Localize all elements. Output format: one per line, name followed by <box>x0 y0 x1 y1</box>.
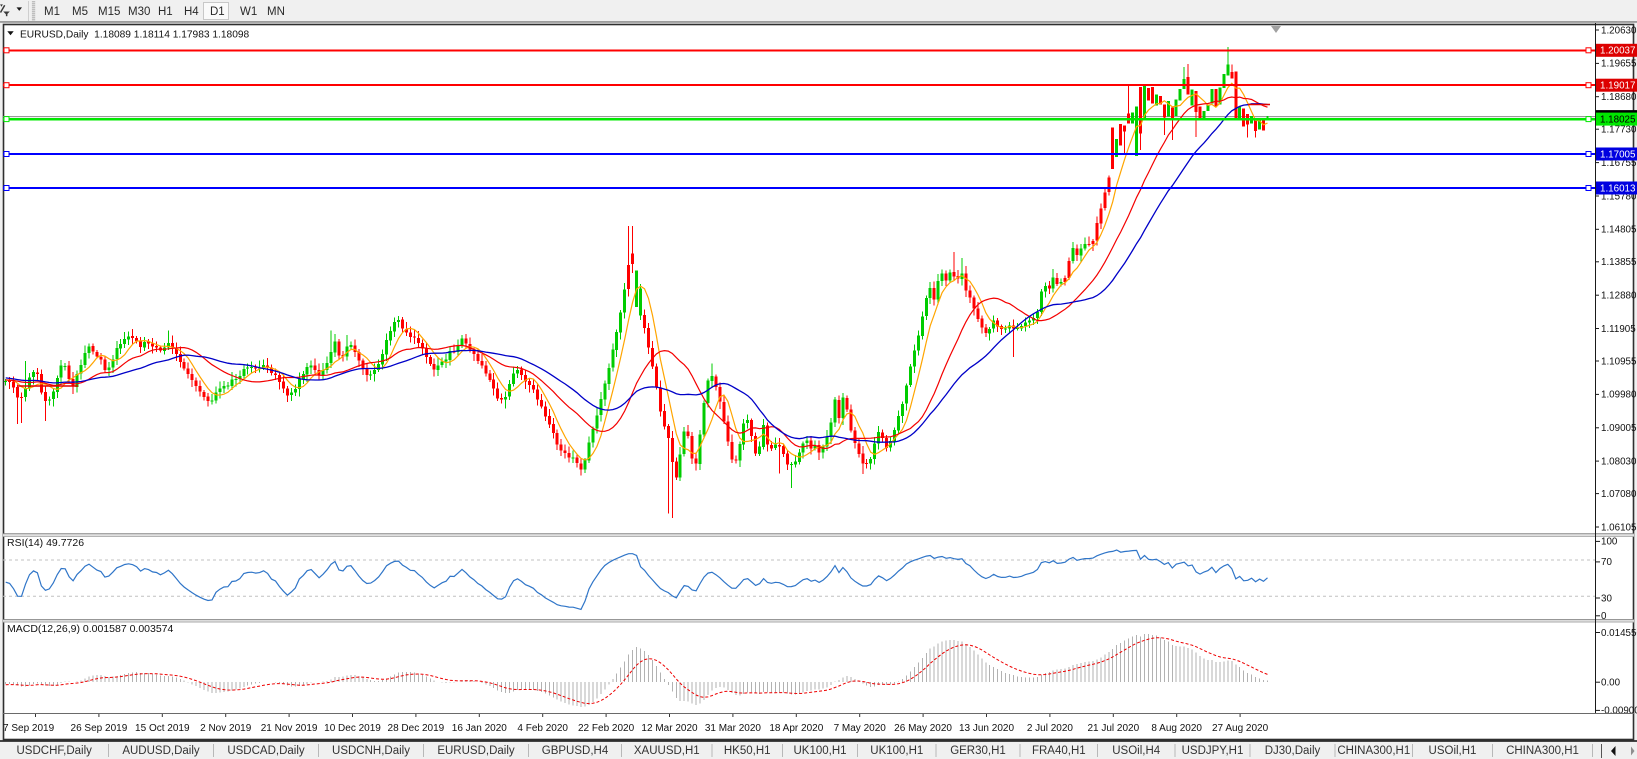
svg-text:UK100,H1: UK100,H1 <box>870 745 923 757</box>
svg-text:31 Mar 2020: 31 Mar 2020 <box>705 723 762 734</box>
svg-text:1.17005: 1.17005 <box>1600 149 1636 160</box>
svg-text:MACD(12,26,9) 0.001587 0.00357: MACD(12,26,9) 0.001587 0.003574 <box>7 623 174 635</box>
svg-text:30: 30 <box>1601 593 1612 604</box>
svg-text:1.19655: 1.19655 <box>1601 59 1637 70</box>
svg-text:USDJPY,H1: USDJPY,H1 <box>1182 745 1244 757</box>
svg-text:26 May 2020: 26 May 2020 <box>894 723 952 734</box>
svg-text:7 May 2020: 7 May 2020 <box>834 723 887 734</box>
svg-text:16 Jan 2020: 16 Jan 2020 <box>452 723 507 734</box>
svg-text:W1: W1 <box>240 6 257 18</box>
svg-text:8 Aug 2020: 8 Aug 2020 <box>1151 723 1202 734</box>
svg-text:0: 0 <box>1601 611 1607 622</box>
svg-text:XAUUSD,H1: XAUUSD,H1 <box>634 745 700 757</box>
svg-text:0.00: 0.00 <box>1601 678 1621 689</box>
svg-text:1.20037: 1.20037 <box>1600 46 1635 57</box>
svg-text:1.20630: 1.20630 <box>1601 25 1637 36</box>
svg-text:AUDUSD,Daily: AUDUSD,Daily <box>122 745 200 757</box>
svg-text:-0.00900: -0.00900 <box>1601 706 1637 717</box>
svg-text:GBPUSD,H4: GBPUSD,H4 <box>542 745 609 757</box>
svg-text:D1: D1 <box>210 6 225 18</box>
svg-text:7 Sep 2019: 7 Sep 2019 <box>3 723 55 734</box>
svg-text:M30: M30 <box>128 6 150 18</box>
svg-text:1.08030: 1.08030 <box>1601 456 1637 467</box>
svg-text:1.10955: 1.10955 <box>1601 356 1637 367</box>
svg-text:1.14805: 1.14805 <box>1601 225 1637 236</box>
svg-text:1.16013: 1.16013 <box>1600 183 1636 194</box>
svg-text:H1: H1 <box>158 6 173 18</box>
svg-text:2 Jul 2020: 2 Jul 2020 <box>1027 723 1074 734</box>
svg-text:USOil,H1: USOil,H1 <box>1429 745 1477 757</box>
svg-text:21 Nov 2019: 21 Nov 2019 <box>261 723 318 734</box>
svg-text:0.014556: 0.014556 <box>1601 628 1637 639</box>
svg-text:M15: M15 <box>98 6 120 18</box>
svg-text:M1: M1 <box>44 6 60 18</box>
svg-text:EURUSD,Daily 1.18089 1.18114: EURUSD,Daily 1.18089 1.18114 1.17983 1.1… <box>20 30 250 41</box>
svg-text:USDCNH,Daily: USDCNH,Daily <box>332 745 410 757</box>
svg-text:22 Feb 2020: 22 Feb 2020 <box>578 723 635 734</box>
svg-text:2 Nov 2019: 2 Nov 2019 <box>200 723 252 734</box>
svg-text:70: 70 <box>1601 557 1612 568</box>
svg-text:1.18025: 1.18025 <box>1600 115 1636 126</box>
svg-text:26 Sep 2019: 26 Sep 2019 <box>71 723 128 734</box>
svg-text:1.09005: 1.09005 <box>1601 423 1637 434</box>
svg-text:USDCAD,Daily: USDCAD,Daily <box>227 745 305 757</box>
svg-text:RSI(14) 49.7726: RSI(14) 49.7726 <box>7 537 84 549</box>
svg-text:HK50,H1: HK50,H1 <box>724 745 771 757</box>
svg-text:21 Jul 2020: 21 Jul 2020 <box>1087 723 1139 734</box>
svg-text:1.18680: 1.18680 <box>1601 92 1637 103</box>
svg-text:1.16755: 1.16755 <box>1601 158 1637 169</box>
svg-text:M5: M5 <box>72 6 88 18</box>
svg-text:1.06105: 1.06105 <box>1601 522 1637 533</box>
svg-text:100: 100 <box>1601 537 1618 548</box>
svg-text:1.15780: 1.15780 <box>1601 191 1637 202</box>
svg-text:15 Oct 2019: 15 Oct 2019 <box>135 723 190 734</box>
svg-text:CHINA300,H1: CHINA300,H1 <box>1506 745 1579 757</box>
svg-text:H4: H4 <box>184 6 199 18</box>
svg-text:1.19017: 1.19017 <box>1600 81 1635 92</box>
svg-text:CHINA300,H1: CHINA300,H1 <box>1337 745 1410 757</box>
svg-text:1.07080: 1.07080 <box>1601 489 1637 500</box>
svg-text:10 Dec 2019: 10 Dec 2019 <box>324 723 381 734</box>
svg-text:UK100,H1: UK100,H1 <box>793 745 846 757</box>
svg-text:GER30,H1: GER30,H1 <box>950 745 1006 757</box>
svg-text:USOil,H4: USOil,H4 <box>1112 745 1161 757</box>
svg-text:27 Aug 2020: 27 Aug 2020 <box>1212 723 1269 734</box>
svg-text:1.09980: 1.09980 <box>1601 390 1637 401</box>
svg-text:1.11905: 1.11905 <box>1601 324 1636 335</box>
svg-text:12 Mar 2020: 12 Mar 2020 <box>641 723 698 734</box>
svg-text:1.17730: 1.17730 <box>1601 125 1637 136</box>
svg-text:4 Feb 2020: 4 Feb 2020 <box>517 723 568 734</box>
svg-text:DJ30,Daily: DJ30,Daily <box>1265 745 1321 757</box>
svg-text:1.13855: 1.13855 <box>1601 257 1637 268</box>
svg-text:1.12880: 1.12880 <box>1601 291 1637 302</box>
svg-text:FRA40,H1: FRA40,H1 <box>1032 745 1086 757</box>
svg-text:18 Apr 2020: 18 Apr 2020 <box>769 723 823 734</box>
svg-text:MN: MN <box>267 6 285 18</box>
svg-text:EURUSD,Daily: EURUSD,Daily <box>437 745 515 757</box>
svg-text:13 Jun 2020: 13 Jun 2020 <box>959 723 1014 734</box>
svg-text:28 Dec 2019: 28 Dec 2019 <box>388 723 445 734</box>
svg-text:USDCHF,Daily: USDCHF,Daily <box>16 745 92 757</box>
